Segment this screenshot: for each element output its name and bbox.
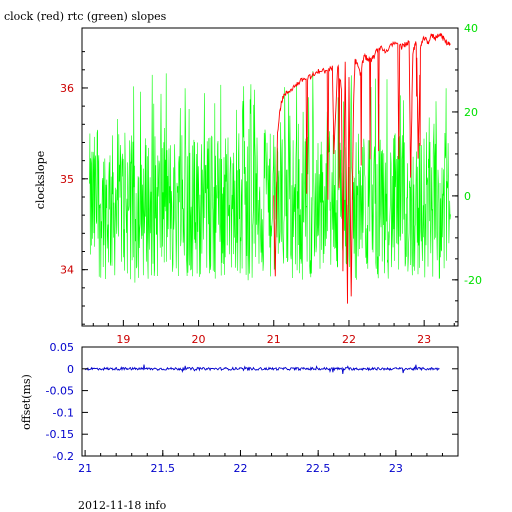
clock-line xyxy=(273,32,451,304)
top-y-tick-label: 34 xyxy=(60,264,74,277)
top-x-tick-label: 19 xyxy=(116,333,130,346)
rtc-line xyxy=(89,71,451,283)
bottom-y-tick-label: 0 xyxy=(67,363,74,376)
top-x-tick-label: 23 xyxy=(417,333,431,346)
top-y-tick-label: 36 xyxy=(60,82,74,95)
bottom-x-tick-label: 21.5 xyxy=(151,462,176,475)
top-x-ticks: 19 20 21 22 23 xyxy=(92,320,455,346)
offset-line xyxy=(84,364,440,374)
offset-series xyxy=(84,364,440,374)
bottom-plot-frame xyxy=(81,346,459,457)
bottom-x-ticks: 21 21.5 22 22.5 23 xyxy=(78,450,443,475)
clock-series xyxy=(273,32,451,304)
top-y-tick-label: 35 xyxy=(60,173,74,186)
top-y-axis-label: clockslope xyxy=(34,151,47,209)
bottom-x-tick-label: 21 xyxy=(78,462,92,475)
top-y-ticks: 34 35 36 xyxy=(60,51,88,325)
rtc-series xyxy=(89,71,451,283)
top-y2-ticks: -20 0 20 40 xyxy=(452,22,482,323)
footer-date: 2012-11-18 info xyxy=(78,499,167,512)
top-y2-tick-label: -20 xyxy=(464,274,482,287)
bottom-y-tick-label: -0.1 xyxy=(53,406,74,419)
top-x-tick-label: 21 xyxy=(267,333,281,346)
bottom-y-tick-label: -0.05 xyxy=(46,385,74,398)
bottom-y-axis-label: offset(ms) xyxy=(20,374,33,430)
bottom-x-tick-label: 22.5 xyxy=(306,462,331,475)
bottom-y-ticks: 0.05 0 -0.05 -0.1 -0.15 -0.2 xyxy=(46,341,458,463)
chart-title: clock (red) rtc (green) slopes xyxy=(4,10,167,23)
bottom-y-tick-label: -0.15 xyxy=(46,428,74,441)
top-chart: 19 20 21 22 23 34 35 36 -20 0 20 40 clockslope xyxy=(34,22,482,346)
top-x-tick-label: 20 xyxy=(192,333,206,346)
top-x-tick-label: 22 xyxy=(342,333,356,346)
top-y2-tick-label: 20 xyxy=(464,106,478,119)
top-y2-tick-label: 40 xyxy=(464,22,478,35)
bottom-y-tick-label: 0.05 xyxy=(50,341,75,354)
top-plot-frame xyxy=(81,27,459,327)
bottom-x-tick-label: 22 xyxy=(233,462,247,475)
bottom-x-tick-label: 23 xyxy=(389,462,403,475)
top-y2-tick-label: 0 xyxy=(464,190,471,203)
bottom-y-tick-label: -0.2 xyxy=(53,450,74,463)
bottom-chart: 21 21.5 22 22.5 23 0.05 0 -0.05 -0.1 -0.15 -0.2 o… xyxy=(20,341,459,475)
